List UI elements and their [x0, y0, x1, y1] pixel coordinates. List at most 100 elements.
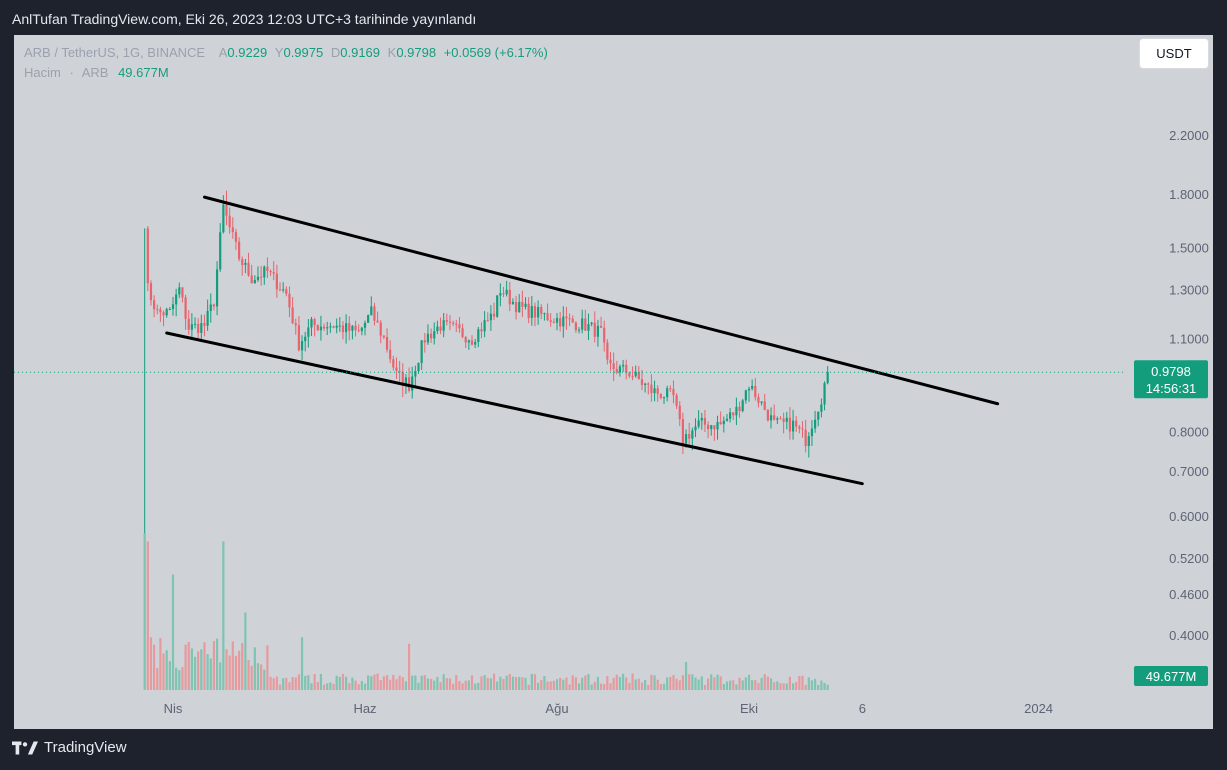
x-axis-tick-label: Nis	[164, 701, 183, 716]
volume-bar	[426, 678, 430, 690]
volume-bar	[826, 684, 829, 690]
candlestick-chart[interactable]: 2.2000 1.8000 1.5000 1.3000 1.1000 0.8000 0.70…	[14, 35, 1213, 729]
volume-bar	[782, 683, 785, 690]
candle-body	[423, 340, 426, 343]
candle-body	[197, 323, 200, 333]
candle-body	[496, 295, 499, 317]
volume-last-label: 49.677M	[1146, 669, 1197, 684]
volume-bar	[354, 680, 357, 690]
volume-bar	[407, 643, 411, 690]
candle-body	[817, 411, 820, 420]
volume-bar	[263, 669, 266, 690]
low-value: 0.9169	[340, 45, 381, 60]
volume-bar	[477, 682, 480, 690]
candle-body	[644, 383, 647, 385]
candle-body	[785, 417, 788, 422]
candle-body	[411, 376, 414, 391]
candle-body	[448, 321, 452, 323]
volume-bar	[644, 680, 647, 690]
candle-body	[470, 340, 474, 345]
candle-body	[599, 325, 603, 328]
candle-body	[461, 328, 464, 337]
volume-bar	[470, 675, 474, 690]
volume-bar	[574, 677, 577, 690]
volume-bar	[732, 680, 735, 690]
volume-bar	[618, 677, 622, 690]
low-label: D	[330, 45, 341, 60]
candle-body	[537, 307, 540, 318]
candle-body	[159, 309, 162, 313]
candle-body	[732, 412, 735, 416]
volume-bar	[464, 680, 467, 690]
volume-bar	[458, 681, 461, 690]
candle-body	[335, 325, 338, 328]
volume-bar	[694, 677, 697, 690]
candle-body	[379, 322, 382, 336]
high-value: 0.9975	[283, 45, 324, 60]
candle-body	[533, 306, 537, 318]
volume-bar	[178, 670, 181, 690]
candle-body	[429, 333, 433, 339]
candle-body	[662, 397, 666, 399]
volume-bar	[175, 667, 178, 690]
volume-bar	[492, 673, 496, 690]
currency-button[interactable]: USDT	[1139, 38, 1209, 69]
candle-body	[373, 306, 376, 321]
volume-bar	[423, 675, 426, 690]
x-axis-tick-label: 2024	[1024, 701, 1053, 716]
candle-body	[304, 336, 307, 342]
y-axis-tick-label: 1.5000	[1169, 240, 1209, 255]
volume-bar	[357, 684, 360, 690]
y-axis-tick-label: 0.5200	[1169, 551, 1209, 566]
volume-bar	[807, 677, 810, 690]
high-label: Y	[274, 45, 284, 60]
volume-bar	[219, 662, 222, 690]
candle-body	[417, 362, 420, 372]
last-price-badge	[1134, 360, 1208, 399]
candle-body	[445, 320, 448, 322]
candle-body	[659, 393, 662, 398]
volume-bar	[282, 678, 285, 690]
volume-bar	[669, 676, 672, 690]
volume-bar	[795, 681, 798, 690]
candle-body	[568, 318, 571, 320]
volume-bar	[706, 678, 710, 690]
volume-bar	[253, 647, 256, 690]
volume-bar	[779, 683, 782, 690]
change-value: +0.0569 (+6.17%)	[443, 45, 548, 60]
volume-bar	[666, 677, 669, 690]
volume-bar	[244, 612, 247, 690]
y-axis-tick-label: 0.4600	[1169, 587, 1209, 602]
candle-body	[653, 388, 656, 394]
lower-channel-trendline[interactable]	[165, 331, 864, 486]
candle-body	[253, 279, 256, 284]
x-axis-tick-label: Haz	[353, 701, 376, 716]
symbol-label[interactable]: ARB / TetherUS, 1G, BINANCE	[24, 45, 206, 60]
volume-bar	[508, 674, 511, 690]
brand-name: TradingView	[44, 739, 127, 756]
candle-body	[738, 406, 741, 412]
upper-channel-trendline[interactable]	[202, 195, 1000, 406]
candle-body	[782, 418, 785, 422]
candle-body	[562, 316, 565, 327]
volume-bar	[688, 674, 691, 690]
volume-bar	[738, 677, 741, 690]
volume-bar	[241, 643, 244, 690]
candle-body	[285, 289, 288, 294]
volume-bar	[703, 684, 707, 690]
footer-brand[interactable]: TradingView	[12, 739, 127, 756]
chart-area[interactable]: 2.2000 1.8000 1.5000 1.3000 1.1000 0.8000 0.70…	[14, 35, 1213, 729]
volume-bar	[773, 682, 776, 690]
volume-bar	[555, 679, 559, 690]
volume-bar	[502, 678, 505, 690]
candle-body	[499, 293, 502, 296]
volume-bar	[637, 678, 640, 690]
volume-bar	[313, 674, 316, 690]
candle-body	[363, 322, 367, 328]
candle-body	[382, 335, 385, 338]
candle-body	[184, 297, 187, 319]
candle-body	[489, 313, 493, 321]
candle-body	[788, 417, 792, 432]
volume-bar	[401, 677, 404, 690]
volume-bar	[546, 681, 549, 690]
